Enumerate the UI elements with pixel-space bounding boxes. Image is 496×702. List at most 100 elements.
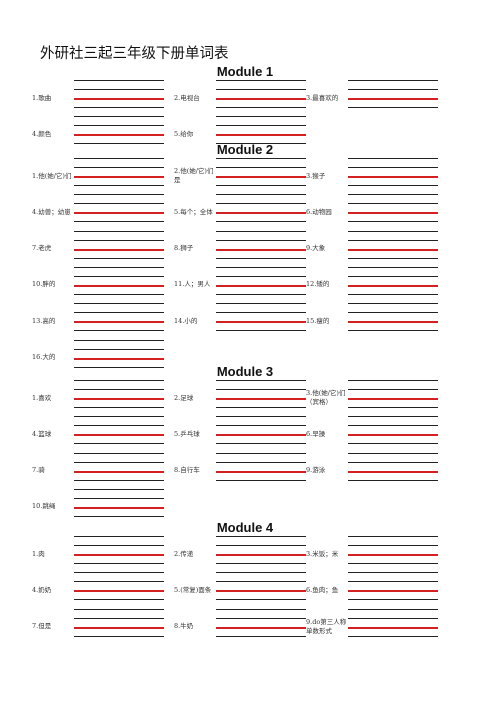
guide-rule [74, 536, 164, 537]
vocab-entry: 5.乒乓球 [174, 416, 306, 452]
guide-rule [216, 452, 306, 454]
guide-rule [74, 581, 164, 583]
guide-rule [216, 572, 306, 574]
guide-rule [74, 293, 164, 295]
vocab-entry: 5.(常复)面条 [174, 572, 306, 608]
guide-rule [348, 545, 438, 546]
writing-lines[interactable] [216, 230, 306, 267]
writing-lines[interactable] [348, 80, 438, 116]
guide-rule [74, 266, 164, 268]
guide-rule [216, 293, 306, 295]
writing-lines[interactable] [74, 380, 164, 416]
vocab-label: 5.每个；全体 [174, 207, 213, 216]
writing-lines[interactable] [348, 266, 438, 303]
guide-rule [216, 257, 306, 259]
writing-lines[interactable] [216, 380, 306, 416]
guide-rule [216, 116, 306, 118]
vocab-label: 1.他(她/它)们 [32, 171, 72, 180]
guide-rule [348, 461, 438, 463]
vocab-label: 7.老虎 [32, 244, 52, 253]
guide-rule [348, 563, 438, 564]
guide-rule [216, 416, 306, 418]
vocab-entry: 5.给你 [174, 116, 306, 152]
guide-rule [74, 143, 164, 145]
guide-rule [348, 380, 438, 381]
guide-rule [216, 221, 306, 223]
writing-lines[interactable] [74, 572, 164, 608]
writing-lines[interactable] [216, 416, 306, 452]
writing-lines[interactable] [74, 158, 164, 194]
writing-lines[interactable] [74, 452, 164, 489]
writing-lines[interactable] [216, 80, 306, 116]
writing-lines[interactable] [74, 116, 164, 152]
guide-rule [348, 581, 438, 583]
writing-lines[interactable] [348, 452, 438, 489]
writing-lines[interactable] [216, 158, 306, 194]
guide-rule [74, 608, 164, 610]
writing-lines[interactable] [74, 488, 164, 525]
vocab-label: 11.人；男人 [174, 280, 211, 289]
module-title: Module 4 [216, 520, 274, 535]
writing-lines[interactable] [74, 230, 164, 267]
writing-lines[interactable] [74, 80, 164, 116]
writing-lines[interactable] [74, 266, 164, 303]
writing-lines[interactable] [348, 608, 438, 645]
writing-lines[interactable] [348, 194, 438, 230]
writing-lines[interactable] [74, 339, 164, 376]
guide-rule [74, 89, 164, 90]
writing-lines[interactable] [348, 158, 438, 194]
vocab-label: 8.狮子 [174, 244, 194, 253]
vocab-label: 10.胖的 [32, 280, 56, 289]
writing-lines[interactable] [74, 303, 164, 339]
vocab-label: 7.骑 [32, 466, 45, 475]
guide-rule [348, 275, 438, 277]
baseline-rule [216, 590, 306, 593]
vocab-label: 4.颜色 [32, 129, 52, 138]
guide-rule [348, 203, 438, 205]
baseline-rule [348, 212, 438, 215]
guide-rule [216, 203, 306, 205]
writing-lines[interactable] [348, 416, 438, 452]
writing-lines[interactable] [216, 116, 306, 152]
baseline-rule [216, 321, 306, 324]
writing-lines[interactable] [216, 608, 306, 645]
vocab-entry: 14.小的 [174, 303, 306, 339]
guide-rule [216, 581, 306, 583]
guide-rule [74, 497, 164, 499]
vocab-label: 1.歌曲 [32, 93, 52, 102]
writing-lines[interactable] [216, 452, 306, 489]
guide-rule [348, 416, 438, 418]
guide-rule [216, 275, 306, 277]
writing-lines[interactable] [74, 194, 164, 230]
vocab-entry: 15.瘦的 [306, 303, 438, 339]
writing-lines[interactable] [348, 380, 438, 416]
writing-lines[interactable] [74, 608, 164, 645]
vocab-entry: 7.但是 [32, 608, 164, 645]
guide-rule [74, 257, 164, 259]
guide-rule [216, 230, 306, 232]
guide-rule [216, 608, 306, 610]
writing-lines[interactable] [216, 536, 306, 572]
writing-lines[interactable] [348, 572, 438, 608]
writing-lines[interactable] [74, 416, 164, 452]
writing-lines[interactable] [216, 194, 306, 230]
vocab-label: 3.猴子 [306, 171, 326, 180]
guide-rule [216, 107, 306, 108]
guide-rule [348, 608, 438, 610]
guide-rule [216, 167, 306, 168]
guide-rule [216, 635, 306, 637]
baseline-rule [74, 134, 164, 137]
vocab-entry: 13.高的 [32, 303, 164, 339]
guide-rule [216, 303, 306, 305]
writing-lines[interactable] [216, 303, 306, 339]
guide-rule [216, 407, 306, 408]
vocab-label: 5.(常复)面条 [174, 585, 212, 594]
writing-lines[interactable] [216, 266, 306, 303]
guide-rule [216, 80, 306, 81]
writing-lines[interactable] [216, 572, 306, 608]
writing-lines[interactable] [348, 230, 438, 267]
guide-rule [74, 80, 164, 81]
writing-lines[interactable] [348, 536, 438, 572]
writing-lines[interactable] [74, 536, 164, 572]
writing-lines[interactable] [348, 303, 438, 339]
